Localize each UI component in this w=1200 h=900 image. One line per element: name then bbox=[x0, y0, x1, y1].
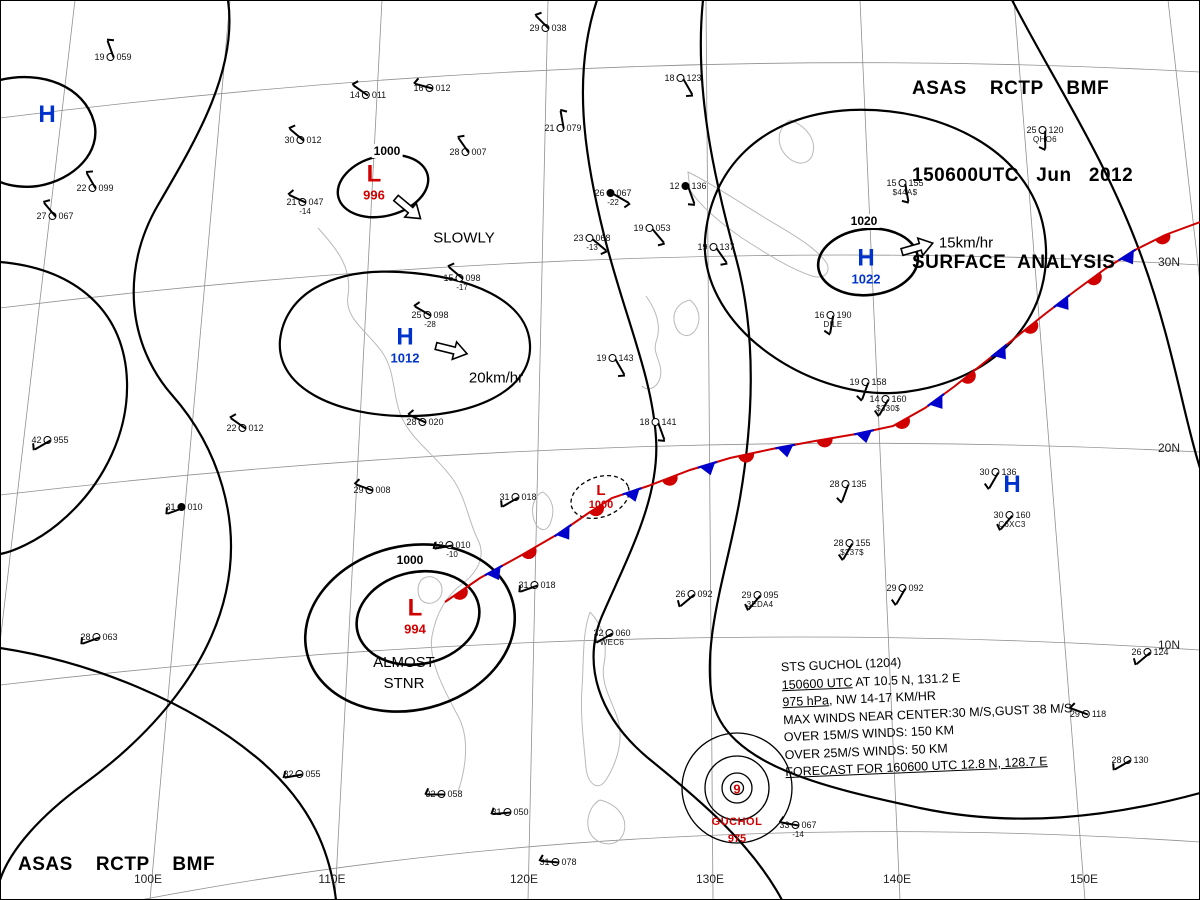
arrow-slowly bbox=[392, 194, 422, 220]
front-cold-triangle bbox=[929, 395, 943, 409]
front-cold-triangle bbox=[624, 488, 640, 502]
front-warm-scallop bbox=[521, 547, 537, 559]
front-cold-triangle bbox=[1055, 296, 1069, 310]
front-cold-triangle bbox=[777, 445, 794, 458]
front-warm-scallop bbox=[895, 417, 910, 429]
front-warm-scallop bbox=[1024, 320, 1039, 334]
front-cold-triangle bbox=[556, 526, 570, 540]
front-cold-triangle bbox=[992, 345, 1006, 360]
front-cold-triangle bbox=[486, 566, 501, 581]
front-warm-scallop bbox=[1087, 272, 1102, 286]
front-warm-scallop bbox=[1155, 232, 1171, 245]
motion-arrows bbox=[392, 194, 935, 361]
arrow-20kmhr bbox=[434, 340, 469, 361]
front-cold-triangle bbox=[699, 462, 716, 476]
arrow-15kmhr bbox=[900, 236, 935, 258]
front-warm-scallop bbox=[453, 587, 468, 600]
front-warm-scallop bbox=[589, 503, 605, 517]
coastlines bbox=[317, 119, 829, 845]
front-warm-scallop bbox=[961, 370, 976, 384]
front-cold-triangle bbox=[856, 430, 872, 444]
front-warm-scallop bbox=[738, 452, 755, 463]
dashed-low-ellipse bbox=[570, 474, 630, 520]
front-cold-triangle bbox=[1120, 250, 1134, 265]
typhoon-circles bbox=[681, 732, 793, 844]
front-warm-scallop bbox=[816, 438, 833, 448]
front-warm-scallop bbox=[662, 474, 678, 486]
stationary-front bbox=[444, 221, 1200, 603]
